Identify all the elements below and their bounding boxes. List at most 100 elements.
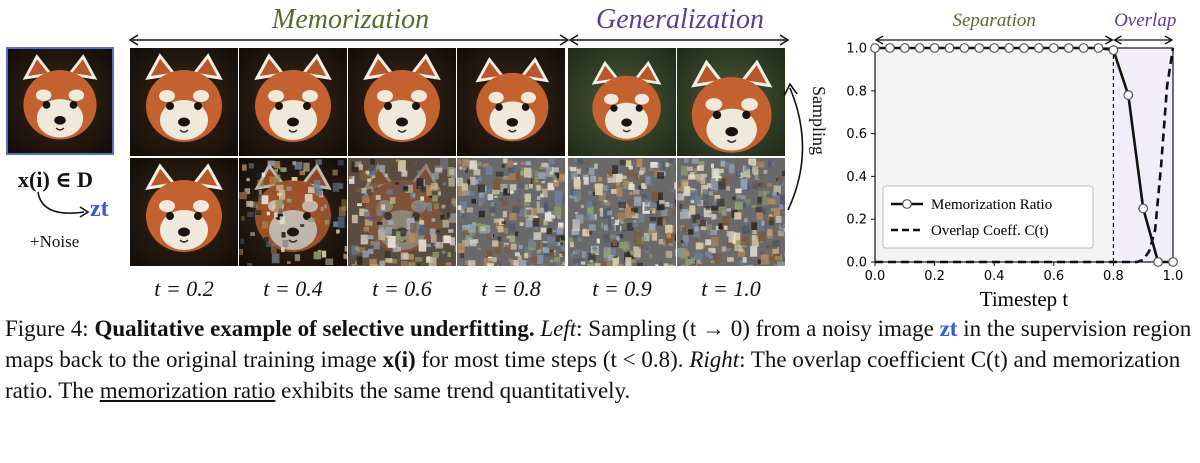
zt-label: zt [90, 196, 109, 222]
red-panda-image [239, 48, 347, 156]
training-image [6, 47, 114, 155]
overlap-coeff-line [875, 47, 1175, 264]
noisy-image-t10 [677, 158, 785, 266]
noisy-image-t08 [457, 158, 565, 266]
legend-marker-memorization [902, 199, 912, 209]
generalization-header: Generalization [596, 4, 764, 35]
memorization-header: Memorization [272, 4, 430, 35]
memorization-chart: Separation Overlap 0.0 0.2 0.4 0.6 0.8 1.0 0.0 0.… [846, 10, 1184, 311]
t-label: t = 0.9 [592, 276, 652, 301]
memorization-ratio-point [870, 43, 880, 53]
input-label: x(i) ∈ D [18, 167, 93, 192]
x-axis-label: Timestep t [980, 287, 1069, 311]
caption-zt: zt [939, 316, 958, 341]
memorization-ratio-point [974, 43, 985, 53]
noisy-panda-image [239, 158, 347, 266]
memorization-ratio-point [929, 43, 940, 53]
caption-text: : Sampling (t → 0) from a noisy image [576, 316, 940, 341]
x-tick-label: 0.8 [1103, 269, 1124, 284]
memorization-ratio-point [914, 43, 925, 53]
overlap-label: Overlap [1114, 10, 1176, 31]
memorization-ratio-point [1078, 43, 1089, 53]
legend-label-memorization: Memorization Ratio [931, 197, 1052, 213]
red-panda-image [130, 48, 238, 156]
memorization-ratio-point [989, 43, 1000, 53]
caption-text: in the supervision region maps back to t… [5, 316, 1192, 372]
t-label: t = 0.4 [263, 276, 323, 301]
noise-image [677, 158, 785, 266]
caption-text: for most time steps (t < 0.8). [415, 347, 690, 372]
noise-image [457, 158, 565, 266]
caption-underlined: memorization ratio [99, 378, 276, 403]
legend-box [882, 185, 1094, 249]
x-tick-label: 0.2 [924, 269, 945, 284]
figure-number: Figure 4: [5, 316, 89, 341]
memorization-ratio-point [1108, 45, 1119, 56]
noise-image [568, 158, 676, 266]
memorization-ratio-point [1123, 90, 1134, 100]
caption-text: : The overlap coefficient C(t) and memor… [5, 347, 1181, 403]
arrow-head [1113, 35, 1122, 45]
legend-label-overlap: Overlap Coeff. C(t) [931, 223, 1049, 239]
noisy-image-t06 [348, 158, 456, 266]
sample-image-t04 [239, 48, 347, 156]
y-tick-label: 0.4 [846, 170, 867, 185]
separation-label: Separation [953, 10, 1036, 31]
noisy-image-t02 [130, 158, 238, 266]
sampling-arrow [783, 82, 804, 211]
memorization-ratio-point [1093, 43, 1104, 53]
y-tick-label: 0.2 [846, 213, 867, 228]
x-tick-label: 1.0 [1163, 269, 1184, 284]
memorization-ratio-point [1153, 257, 1164, 267]
memorization-ratio-point [1033, 43, 1044, 53]
memorization-ratio-point [1004, 43, 1015, 53]
sample-image-t06 [348, 48, 456, 156]
sample-image-t02 [130, 48, 238, 156]
red-panda-image [348, 48, 456, 156]
noise-arrow [37, 191, 90, 218]
caption-text: exhibits the same trend quantitatively. [275, 378, 631, 403]
y-tick-label: 0.0 [846, 256, 867, 271]
memorization-ratio-point [959, 43, 970, 53]
x-tick-label: 0.4 [984, 269, 1005, 284]
red-panda-image [568, 48, 676, 156]
red-panda-image [457, 48, 565, 156]
memorization-ratio-point [885, 43, 895, 53]
memorization-ratio-point [1048, 43, 1059, 53]
memorization-ratio-point [1019, 43, 1029, 53]
x-tick-label: 0.0 [865, 269, 886, 284]
arrow-head [874, 35, 884, 45]
t-label: t = 0.8 [481, 276, 541, 301]
noisy-panda-image [348, 158, 456, 266]
region-arrows [128, 34, 790, 46]
red-panda-image [130, 158, 238, 266]
t-label: t = 1.0 [701, 276, 761, 301]
memorization-ratio-point [899, 43, 910, 53]
noisy-image-t04 [239, 158, 347, 266]
memorization-ratio-point [1168, 257, 1178, 267]
caption-xi: x(i) [382, 347, 416, 372]
x-tick-label: 0.6 [1043, 269, 1064, 284]
arrow-head [1164, 35, 1174, 45]
figure-caption: Figure 4: Qualitative example of selecti… [5, 313, 1195, 406]
caption-right-label: Right [689, 347, 740, 372]
caption-title: Qualitative example of selective underfi… [94, 316, 535, 341]
memorization-ratio-point [1063, 43, 1074, 53]
red-panda-image [677, 48, 785, 156]
memorization-ratio-point [944, 43, 955, 53]
sample-image-t10 [677, 48, 785, 156]
y-tick-label: 0.6 [846, 127, 867, 142]
red-panda-image [8, 49, 112, 153]
noise-label: +Noise [30, 232, 80, 251]
memorization-ratio-point [1138, 203, 1149, 214]
y-tick-label: 1.0 [846, 42, 867, 57]
t-label: t = 0.6 [372, 276, 432, 301]
t-label: t = 0.2 [154, 276, 214, 301]
sample-image-t08 [457, 48, 565, 156]
caption-left-label: Left [540, 316, 577, 341]
arrow-head [1105, 35, 1114, 45]
sampling-label: Sampling [809, 86, 829, 156]
y-tick-label: 0.8 [846, 84, 867, 99]
noisy-image-t09 [568, 158, 676, 266]
sample-image-t09 [568, 48, 676, 156]
